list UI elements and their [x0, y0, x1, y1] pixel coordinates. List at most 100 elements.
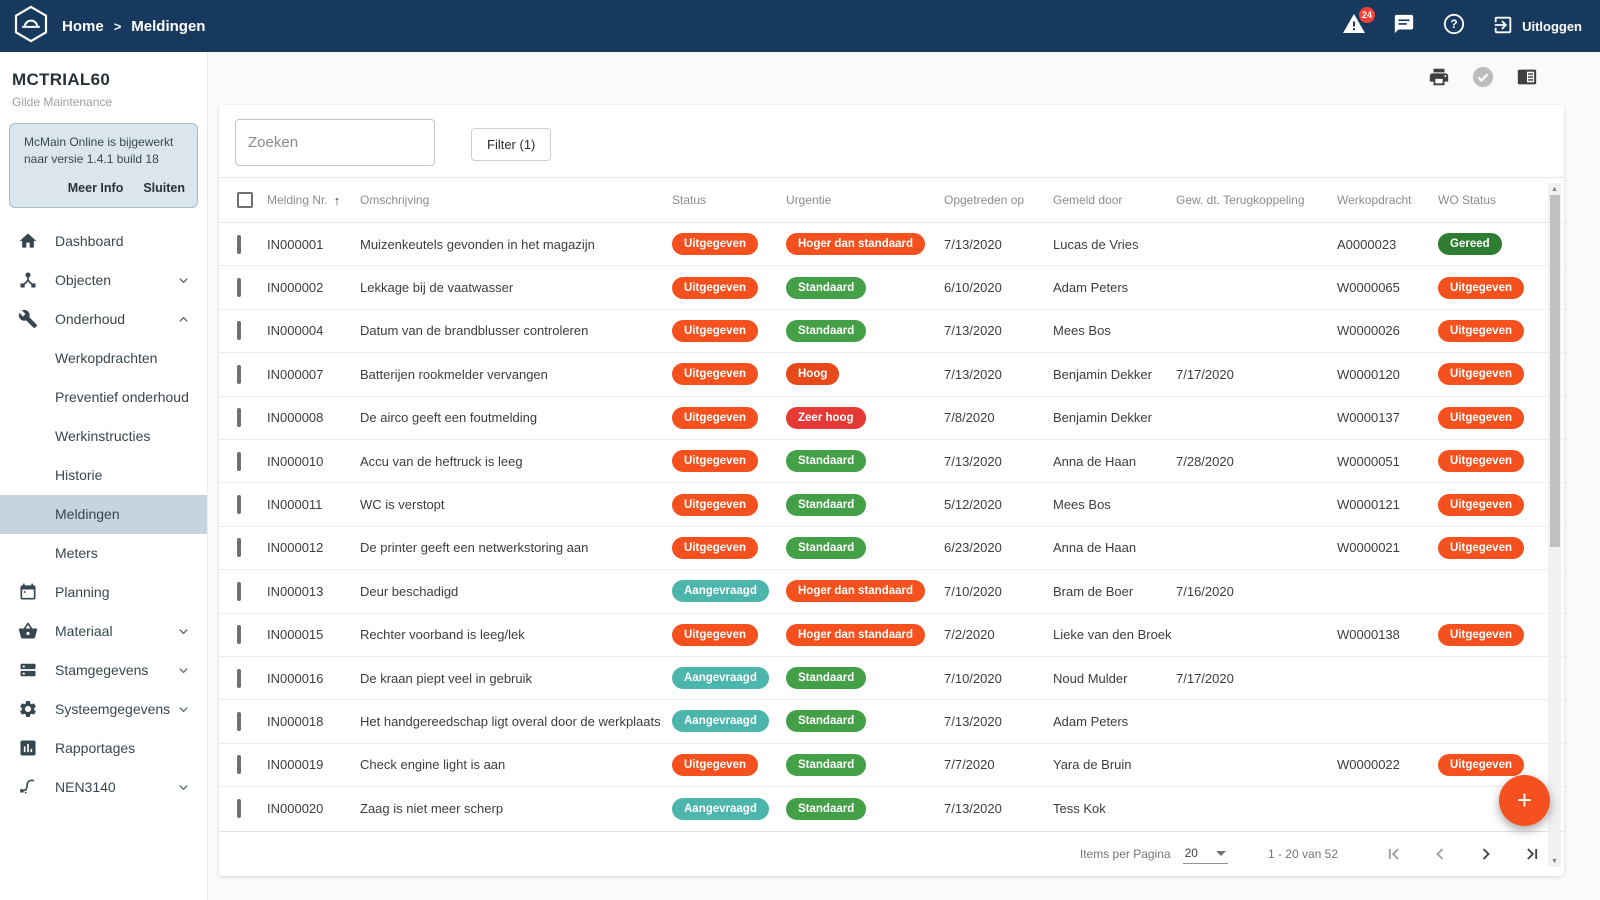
- column-header-urgentie[interactable]: Urgentie: [786, 193, 832, 207]
- table-row[interactable]: IN000008 De airco geeft een foutmelding Ui…: [219, 397, 1564, 440]
- row-checkbox[interactable]: [237, 581, 241, 601]
- add-melding-fab[interactable]: +: [1499, 775, 1550, 826]
- items-per-page-select[interactable]: 20: [1182, 844, 1228, 864]
- cell-urgentie: Standaard: [786, 536, 944, 559]
- scroll-down-icon[interactable]: ▼: [1551, 857, 1558, 865]
- table-row[interactable]: IN000013 Deur beschadigd Aangevraagd Hoger …: [219, 570, 1564, 614]
- filter-button[interactable]: Filter (1): [471, 128, 552, 161]
- column-header-status[interactable]: Status: [672, 193, 707, 207]
- breadcrumb-home[interactable]: Home: [62, 17, 104, 35]
- cell-melding-nr: IN000015: [267, 627, 324, 643]
- table-row[interactable]: IN000004 Datum van de brandblusser contro…: [219, 310, 1564, 354]
- logout-button[interactable]: Uitloggen: [1492, 14, 1582, 39]
- vertical-scrollbar[interactable]: ▲ ▼: [1548, 183, 1561, 867]
- messages-button[interactable]: [1392, 14, 1416, 38]
- sidebar-item-dashboard[interactable]: Dashboard: [0, 222, 207, 261]
- table-row[interactable]: IN000011 WC is verstopt Uitgegeven Standaar…: [219, 483, 1564, 527]
- table-row[interactable]: IN000001 Muizenkeutels gevonden in het ma…: [219, 223, 1564, 267]
- row-checkbox[interactable]: [237, 625, 241, 645]
- help-button[interactable]: ?: [1442, 13, 1466, 38]
- close-notice-button[interactable]: Sluiten: [143, 180, 185, 195]
- row-checkbox[interactable]: [237, 408, 241, 428]
- row-checkbox[interactable]: [237, 364, 241, 384]
- row-checkbox[interactable]: [237, 711, 241, 731]
- cell-opgetreden-op: 7/13/2020: [944, 713, 1002, 729]
- row-checkbox[interactable]: [237, 234, 241, 254]
- cell-wo-status: Uitgegeven: [1438, 623, 1548, 646]
- table-row[interactable]: IN000007 Batterijen rookmelder vervangen U…: [219, 353, 1564, 397]
- row-checkbox[interactable]: [237, 278, 241, 298]
- sidebar-item-objecten[interactable]: Objecten: [0, 261, 207, 300]
- first-page-button[interactable]: [1384, 844, 1404, 864]
- sidebar-item-rapportages[interactable]: Rapportages: [0, 729, 207, 768]
- select-all-checkbox[interactable]: [237, 192, 253, 208]
- sidebar-item-historie[interactable]: Historie: [0, 456, 207, 495]
- app-logo[interactable]: [0, 4, 62, 49]
- row-checkbox[interactable]: [237, 799, 241, 819]
- sidebar-item-planning[interactable]: Planning: [0, 573, 207, 612]
- print-icon[interactable]: [1428, 66, 1450, 88]
- objects-icon: [17, 269, 39, 291]
- sidebar-item-materiaal[interactable]: Materiaal: [0, 612, 207, 651]
- sidebar-item-werkinstructies[interactable]: Werkinstructies: [0, 417, 207, 456]
- table-row[interactable]: IN000012 De printer geeft een netwerkstor…: [219, 527, 1564, 571]
- row-checkbox[interactable]: [237, 538, 241, 558]
- cell-urgentie: Hoger dan standaard: [786, 580, 944, 603]
- home-icon: [17, 230, 39, 252]
- hexagon-hardhat-logo-icon: [11, 4, 51, 49]
- plus-icon: +: [1516, 785, 1533, 815]
- more-info-button[interactable]: Meer Info: [67, 180, 124, 195]
- last-page-button[interactable]: [1522, 844, 1542, 864]
- side-panel-icon[interactable]: [1516, 66, 1538, 88]
- table-row[interactable]: IN000020 Zaag is niet meer scherp Aangevra…: [219, 787, 1564, 830]
- sidebar-item-preventief-onderhoud[interactable]: Preventief onderhoud: [0, 378, 207, 417]
- sidebar-item-meldingen[interactable]: Meldingen: [0, 494, 207, 534]
- cell-opgetreden-op: 7/13/2020: [944, 323, 1002, 339]
- sidebar-item-stamgegevens[interactable]: Stamgegevens: [0, 651, 207, 690]
- cell-status-badge: Uitgegeven: [672, 623, 758, 646]
- row-checkbox[interactable]: [237, 668, 241, 688]
- cell-wo-status-badge: Uitgegeven: [1438, 493, 1524, 516]
- cell-opgetreden-op: 7/10/2020: [944, 670, 1002, 686]
- cell-status-badge: Aangevraagd: [672, 797, 769, 820]
- column-header-terugkoppeling[interactable]: Gew. dt. Terugkoppeling: [1176, 193, 1305, 207]
- table-row[interactable]: IN000002 Lekkage bij de vaatwasser Uitgege…: [219, 266, 1564, 310]
- previous-page-button[interactable]: [1430, 844, 1450, 864]
- alerts-button[interactable]: 24: [1342, 7, 1376, 38]
- column-header-wo-status[interactable]: WO Status: [1438, 193, 1497, 207]
- row-checkbox[interactable]: [237, 321, 241, 341]
- table-row[interactable]: IN000018 Het handgereedschap ligt overal …: [219, 700, 1564, 744]
- cell-omschrijving: Lekkage bij de vaatwasser: [360, 280, 514, 296]
- row-checkbox[interactable]: [237, 495, 241, 515]
- column-header-werkopdracht[interactable]: Werkopdracht: [1337, 193, 1412, 207]
- sidebar-item-werkopdrachten[interactable]: Werkopdrachten: [0, 339, 207, 378]
- search-input[interactable]: [235, 119, 435, 166]
- table-row[interactable]: IN000019 Check engine light is aan Uitgege…: [219, 744, 1564, 788]
- sidebar-item-nen3140[interactable]: NEN3140: [0, 768, 207, 807]
- next-page-button[interactable]: [1476, 844, 1496, 864]
- row-checkbox[interactable]: [237, 451, 241, 471]
- scrollbar-thumb[interactable]: [1549, 195, 1560, 547]
- table-row[interactable]: IN000016 De kraan piept veel in gebruik Aa…: [219, 657, 1564, 701]
- sidebar-item-meters[interactable]: Meters: [0, 534, 207, 573]
- table-row[interactable]: IN000015 Rechter voorband is leeg/lek Uitg…: [219, 614, 1564, 657]
- cell-status-badge: Uitgegeven: [672, 406, 758, 429]
- cell-status-badge: Aangevraagd: [672, 710, 769, 733]
- cell-gemeld-door: Anna de Haan: [1053, 453, 1137, 469]
- scroll-up-icon[interactable]: ▲: [1551, 185, 1558, 193]
- sidebar-item-onderhoud[interactable]: Onderhoud: [0, 300, 207, 339]
- cell-omschrijving: Datum van de brandblusser controleren: [360, 323, 589, 339]
- column-header-omschrijving[interactable]: Omschrijving: [360, 193, 430, 207]
- column-header-melding-nr[interactable]: Melding Nr. ↑: [267, 192, 341, 208]
- cell-urgentie-badge: Hoger dan standaard: [786, 233, 926, 256]
- sidebar-item-systeemgegevens[interactable]: Systeemgegevens: [0, 690, 207, 729]
- sidebar-item-label: Preventief onderhoud: [55, 389, 189, 406]
- check-circle-icon[interactable]: [1472, 66, 1494, 88]
- column-header-opgetreden-op[interactable]: Opgetreden op: [944, 193, 1025, 207]
- column-header-gemeld-door[interactable]: Gemeld door: [1053, 193, 1123, 207]
- row-checkbox[interactable]: [237, 755, 241, 775]
- cell-melding-nr: IN000020: [267, 801, 324, 817]
- cell-status-badge: Aangevraagd: [672, 667, 769, 690]
- table-row[interactable]: IN000010 Accu van de heftruck is leeg Uitg…: [219, 440, 1564, 484]
- cell-status: Uitgegeven: [672, 493, 786, 516]
